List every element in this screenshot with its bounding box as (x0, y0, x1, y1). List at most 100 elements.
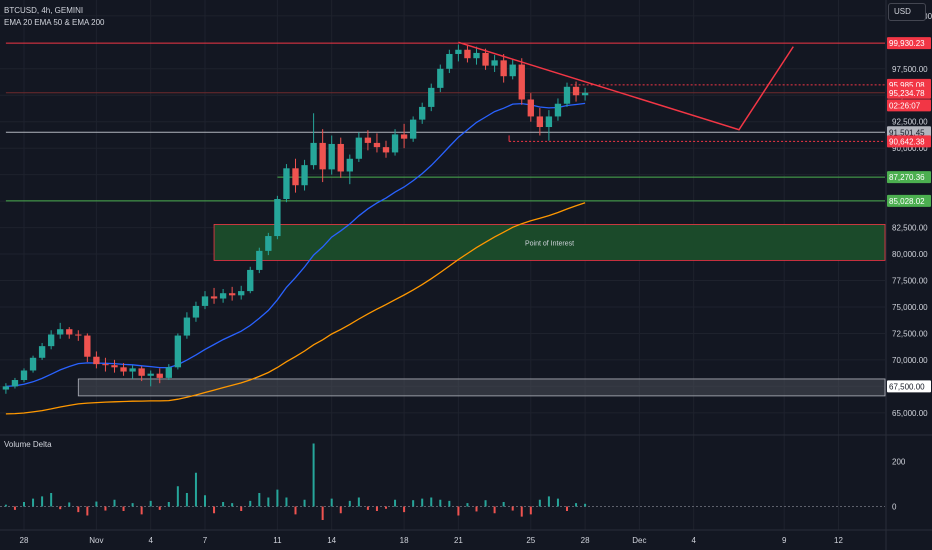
volume-delta-bar (204, 495, 206, 507)
price-label-text: 91,501.45 (889, 128, 925, 137)
volume-delta-bar (412, 500, 415, 507)
candle-body (256, 250, 263, 270)
volume-delta-bar (529, 506, 532, 515)
candle-body (29, 357, 37, 371)
candle-body (201, 296, 209, 306)
candle-body (536, 116, 544, 128)
candle-body (563, 86, 571, 104)
price-label-badge (887, 380, 931, 393)
price-label-text: 02:26:07 (889, 101, 921, 110)
volume-delta-bar (86, 506, 89, 516)
time-axis-tick: 28 (20, 536, 29, 545)
candle-body (337, 143, 344, 172)
volume-delta-bar (258, 493, 261, 507)
volume-delta-bar (575, 503, 578, 507)
volume-delta-bar (339, 506, 342, 514)
volume-delta-bar (294, 506, 297, 515)
candle-body (572, 86, 580, 96)
volume-delta-bar (158, 506, 161, 510)
volume-delta-bar (68, 502, 71, 507)
candle-body (129, 368, 136, 372)
volume-delta-bar (213, 506, 216, 514)
volume-delta-bar (484, 500, 487, 507)
candle-body (138, 368, 145, 376)
volume-delta-bar (41, 496, 44, 507)
volume-delta-label[interactable]: Volume Delta (4, 440, 52, 449)
candle-body (491, 60, 498, 66)
volume-delta-bar (276, 489, 279, 507)
volume-delta-bar (403, 506, 406, 513)
candle-body (437, 68, 444, 88)
price-axis-tick: 82,500.00 (892, 224, 928, 233)
volume-delta-bar (421, 498, 424, 507)
indicator-legend[interactable]: EMA 20 EMA 50 & EMA 200 (4, 18, 105, 27)
volume-delta-bar (113, 499, 116, 507)
candle-body (310, 142, 317, 166)
candle-body (93, 356, 100, 365)
candle-body (165, 367, 172, 378)
volume-delta-bar (584, 503, 587, 507)
volume-delta-bar (566, 506, 568, 511)
symbol-legend[interactable]: BTCUSD, 4h, GEMINI (4, 6, 84, 15)
candle-body (382, 147, 390, 153)
volume-delta-bar (13, 506, 16, 510)
time-axis-tick: Dec (632, 536, 646, 545)
volume-delta-bar (348, 500, 351, 507)
candle-body (319, 142, 326, 170)
price-label-text: 67,500.00 (889, 382, 925, 391)
time-axis-tick: 28 (581, 536, 590, 545)
candle-body (247, 269, 254, 292)
candle-body (265, 236, 272, 251)
candle-body (581, 92, 589, 96)
price-label-badge (887, 99, 931, 112)
candle-body (283, 168, 290, 200)
price-label-badge (887, 135, 931, 148)
volume-delta-bar (457, 506, 460, 516)
time-axis-tick: 12 (834, 536, 843, 545)
volume-delta-bar (511, 506, 514, 511)
volume-delta-bar (176, 486, 179, 507)
candle-body (210, 296, 218, 299)
candle-body (228, 293, 236, 296)
price-axis-tick: 90,000.00 (892, 144, 928, 153)
price-axis-tick: 72,500.00 (892, 329, 928, 338)
volume-delta-bar (556, 498, 559, 507)
candle-body (183, 317, 191, 336)
candle-body (473, 52, 480, 59)
projection-path (458, 41, 794, 131)
volume-delta-bar (240, 506, 243, 511)
candle-body (355, 137, 363, 159)
volume-delta-bar (185, 493, 188, 507)
candle-body (156, 373, 163, 378)
candle-body (545, 116, 553, 128)
candle-body (192, 305, 200, 318)
candle-body (409, 119, 417, 139)
candle-body (527, 99, 534, 117)
currency-selector[interactable]: USD (888, 3, 926, 21)
candle-body (111, 365, 118, 368)
volume-delta-bar (23, 502, 25, 507)
candle-body (219, 293, 227, 299)
candle-body (482, 52, 489, 66)
time-axis-tick: Nov (89, 536, 103, 545)
candle-body (419, 106, 426, 120)
time-axis-tick: 18 (400, 536, 409, 545)
volume-delta-bar (194, 472, 197, 507)
price-label-badge (887, 171, 931, 184)
point-of-interest-label: Point of Interest (525, 240, 574, 247)
volume-delta-bar (538, 499, 541, 507)
time-axis-tick: 25 (526, 536, 535, 545)
price-label-badge (887, 37, 931, 50)
candle-body (2, 386, 10, 390)
volume-delta-bar (249, 500, 252, 507)
price-axis-tick: 65,000.00 (892, 409, 928, 418)
price-label-badge (887, 126, 931, 139)
candle-body (400, 134, 408, 139)
price-axis-tick: 75,000.00 (892, 303, 928, 312)
volume-delta-bar (385, 506, 387, 509)
time-axis-tick: 21 (454, 536, 463, 545)
volume-delta-bar (502, 502, 505, 507)
